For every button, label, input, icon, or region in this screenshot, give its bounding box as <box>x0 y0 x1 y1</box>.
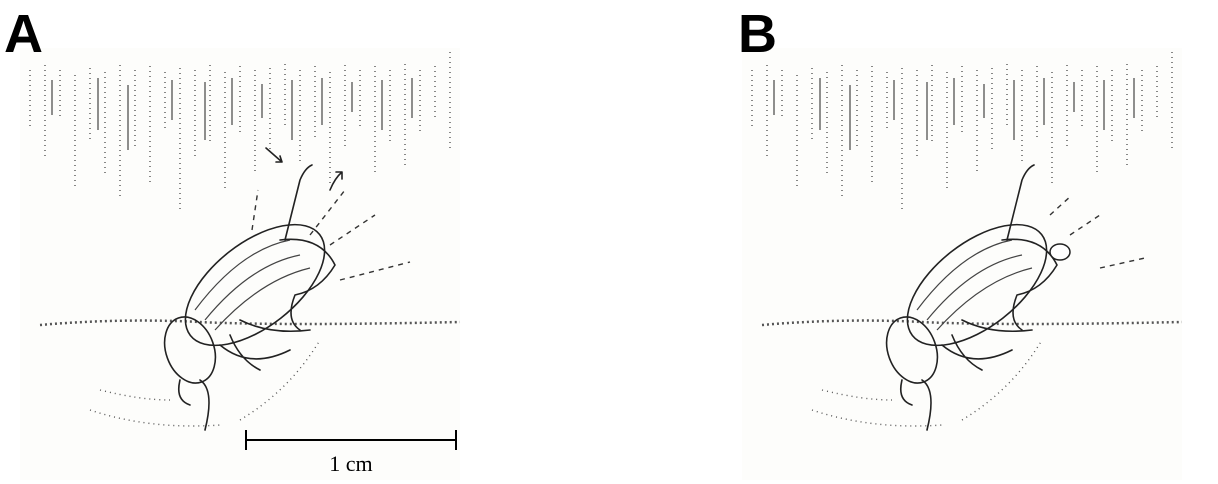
scale-label: 1 cm <box>329 451 372 476</box>
panel-a: 1 cm A <box>4 4 462 482</box>
light-organ <box>1049 243 1071 261</box>
arrows <box>265 147 343 191</box>
signal-lines <box>1049 194 1146 269</box>
panel-label: B <box>738 4 777 64</box>
signal-lines <box>251 189 411 281</box>
panel-label: A <box>4 4 43 64</box>
panel-a-drawing <box>18 46 462 482</box>
panel-b: B <box>738 4 1184 482</box>
scale-bar <box>245 430 457 450</box>
panel-b-drawing <box>740 46 1184 482</box>
